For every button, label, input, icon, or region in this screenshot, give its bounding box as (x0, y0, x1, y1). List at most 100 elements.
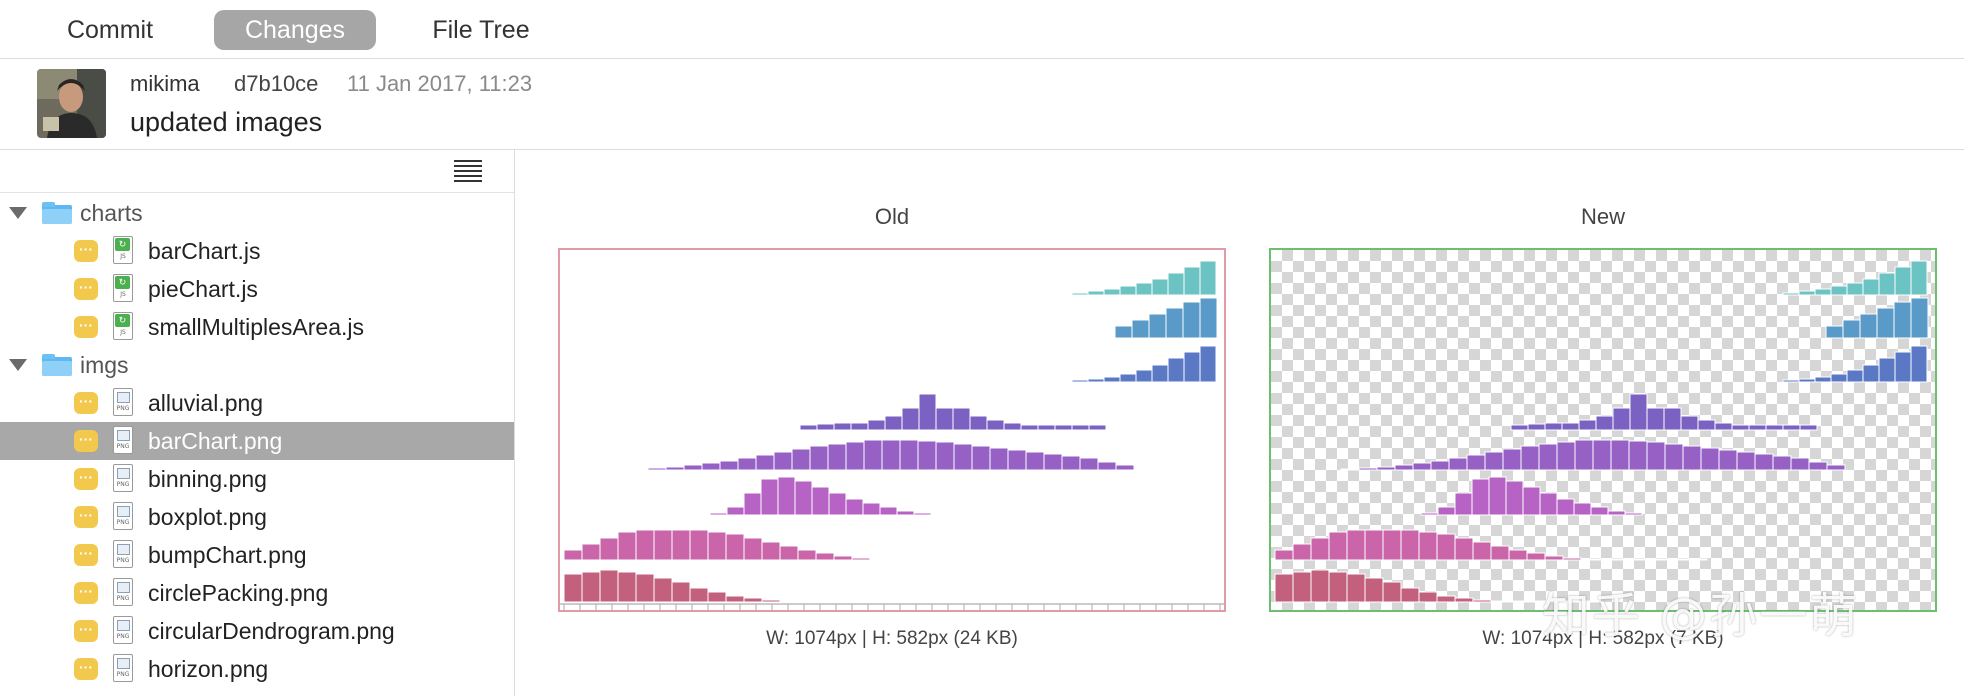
thumbnail-bar (1731, 424, 1750, 431)
thumbnail-bar (1167, 272, 1185, 296)
thumbnail-bar (1007, 449, 1027, 471)
thumbnail-bar (760, 478, 779, 516)
thumbnail-bar (879, 506, 898, 516)
thumbnail-bar (1682, 445, 1702, 471)
file-row[interactable]: ··· ↻ JS pieChart.js (0, 270, 514, 308)
thumbnail-bar (647, 467, 667, 471)
ellipsis-badge-icon: ··· (74, 468, 98, 490)
thumbnail-bar (1670, 558, 1690, 561)
thumbnail-bar (863, 439, 883, 471)
disclosure-triangle-icon[interactable] (9, 207, 27, 219)
file-row[interactable]: ··· PNG horizon.png (0, 650, 514, 688)
file-name: circularDendrogram.png (148, 618, 395, 644)
thumbnail-bar (1799, 424, 1818, 431)
file-name: boxplot.png (148, 504, 267, 530)
thumbnail-bar (779, 600, 799, 603)
thumbnail-bar (1878, 272, 1896, 296)
ellipsis-badge-icon: ··· (74, 620, 98, 642)
folder-icon (42, 202, 72, 224)
thumbnail-bar (1522, 486, 1541, 516)
thumbnail-bar (1418, 591, 1438, 603)
thumbnail-bar (869, 600, 889, 603)
tab-commit[interactable]: Commit (66, 16, 154, 44)
thumbnail-bar (671, 529, 691, 561)
thumbnail-bar (779, 545, 799, 561)
thumbnail-bar (1310, 537, 1330, 561)
thumbnail-bar (1382, 529, 1402, 561)
thumbnail-bar (1471, 478, 1490, 516)
file-name: bumpChart.png (148, 542, 307, 568)
thumbnail-bar (671, 581, 691, 603)
file-row-selected[interactable]: ··· PNG barChart.png (0, 422, 514, 460)
file-row[interactable]: ··· PNG boxplot.png (0, 498, 514, 536)
disclosure-triangle-icon[interactable] (9, 359, 27, 371)
ellipsis-badge-icon: ··· (74, 430, 98, 452)
commit-date: 11 Jan 2017, 11:23 (347, 71, 533, 96)
thumbnail-bar (1199, 345, 1217, 383)
file-row[interactable]: ··· PNG circularDendrogram.png (0, 612, 514, 650)
file-row[interactable]: ··· ↻ JS smallMultiplesArea.js (0, 308, 514, 346)
file-name: binning.png (148, 466, 267, 492)
thumbnail-bar (794, 480, 813, 516)
thumbnail-bar (1131, 319, 1150, 339)
thumbnail-bar (1894, 266, 1912, 296)
tab-changes[interactable]: Changes (214, 10, 376, 50)
thumbnail-bar (1629, 393, 1648, 431)
thumbnail-bar (617, 571, 637, 603)
thumbnail-bar (1782, 292, 1800, 296)
thumbnail-bar (743, 492, 762, 516)
commit-hash[interactable]: d7b10ce (234, 71, 319, 96)
old-image-caption: W: 1074px | H: 582px (24 KB) (766, 628, 1018, 649)
thumbnail-bar (1846, 369, 1864, 383)
thumbnail-bar (917, 440, 937, 471)
thumbnail-bar (1697, 419, 1716, 431)
file-row[interactable]: ··· PNG binning.png (0, 460, 514, 498)
thumbnail-bar (1199, 297, 1218, 339)
thumbnail-bar (1358, 467, 1378, 471)
thumbnail-bar (1148, 313, 1167, 339)
thumbnail-bar (653, 529, 673, 561)
folder-row-imgs[interactable]: imgs (0, 346, 514, 384)
thumbnail-bar (1562, 557, 1582, 561)
thumbnail-bar (881, 439, 901, 471)
thumbnail-bar (1135, 369, 1153, 383)
folder-row-charts[interactable]: charts (0, 194, 514, 232)
thumbnail-bar (743, 597, 763, 603)
thumbnail-bar (959, 558, 979, 561)
thumbnail-bar (1894, 351, 1912, 383)
thumbnail-bar (581, 543, 601, 561)
thumbnail-bar (1466, 454, 1486, 471)
thumbnail-bar (599, 569, 619, 603)
thumbnail-bar (1578, 419, 1597, 431)
thumbnail-bar (1862, 364, 1880, 383)
thumbnail-bar (1087, 290, 1105, 296)
thumbnail-bar (701, 462, 721, 471)
hamburger-menu-icon[interactable] (454, 160, 482, 182)
thumbnail-bar (635, 529, 655, 561)
file-name: barChart.js (148, 238, 261, 264)
thumbnail-bar (845, 441, 865, 471)
ellipsis-badge-icon: ··· (74, 658, 98, 680)
new-image-caption: W: 1074px | H: 582px (7 KB) (1482, 628, 1724, 649)
file-row[interactable]: ··· PNG bumpChart.png (0, 536, 514, 574)
tab-file-tree[interactable]: File Tree (432, 16, 530, 44)
thumbnail-bar (811, 486, 830, 516)
thumbnail-bar (1573, 502, 1592, 516)
file-row[interactable]: ··· ↻ JS barChart.js (0, 232, 514, 270)
thumbnail-bar (1437, 506, 1456, 516)
commit-header: mikima d7b10ce 11 Jan 2017, 11:23 update… (0, 59, 1964, 150)
thumbnail-bar (1718, 449, 1738, 471)
folder-name: imgs (80, 352, 129, 378)
thumbnail-bar (1878, 357, 1896, 383)
thumbnail-bar (1079, 457, 1099, 471)
ellipsis-badge-icon: ··· (74, 582, 98, 604)
thumbnail-bar (1544, 555, 1564, 561)
thumbnail-bar (1736, 451, 1756, 471)
file-row[interactable]: ··· PNG circlePacking.png (0, 574, 514, 612)
thumbnail-bar (1103, 376, 1121, 383)
thumbnail-bar (1598, 558, 1618, 561)
thumbnail-bar (725, 533, 745, 561)
thumbnail-bar (665, 466, 685, 471)
file-row[interactable]: ··· PNG alluvial.png (0, 384, 514, 422)
thumbnail-bar (815, 552, 835, 561)
